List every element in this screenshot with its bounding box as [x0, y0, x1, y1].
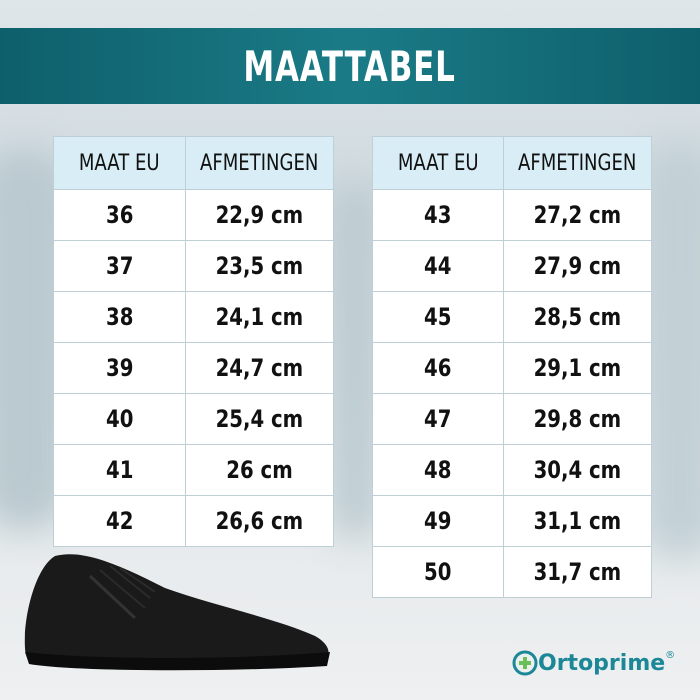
table-row: 36 22,9 cm: [53, 189, 335, 241]
size-eu: 41: [105, 456, 133, 484]
header-text: MAAT EU: [397, 150, 479, 176]
table-cell: 39: [53, 342, 186, 394]
table-cell: 38: [53, 291, 186, 343]
table-cell: 40: [53, 393, 186, 445]
size-eu: 44: [424, 252, 452, 280]
size-eu: 47: [424, 405, 452, 433]
table-cell: 36: [53, 189, 186, 241]
table-row: 40 25,4 cm: [53, 393, 335, 445]
measurement: 28,5 cm: [533, 303, 622, 331]
column-header: AFMETINGEN: [184, 136, 335, 190]
table-cell: 46: [371, 342, 505, 394]
table-cell: 45: [371, 291, 505, 343]
column-header: AFMETINGEN: [503, 136, 652, 190]
table-cell: 24,1 cm: [184, 291, 335, 343]
table-cell: 25,4 cm: [184, 393, 335, 445]
table-cell: 48: [371, 444, 505, 496]
table-cell: 31,7 cm: [503, 546, 652, 598]
size-eu: 42: [105, 507, 133, 535]
table-cell: 31,1 cm: [503, 495, 652, 547]
table-cell: 43: [371, 189, 505, 241]
measurement: 27,2 cm: [533, 201, 622, 229]
column-header: MAAT EU: [371, 136, 505, 190]
table-cell: 44: [371, 240, 505, 292]
size-eu: 45: [424, 303, 452, 331]
size-eu: 37: [105, 252, 133, 280]
table-cell: 37: [53, 240, 186, 292]
table-row: 42 26,6 cm: [53, 495, 335, 547]
table-row: 47 29,8 cm: [371, 393, 652, 445]
table-row: 38 24,1 cm: [53, 291, 335, 343]
table-cell: 42: [53, 495, 186, 547]
table-row: 48 30,4 cm: [371, 444, 652, 496]
table-row: 41 26 cm: [53, 444, 335, 496]
size-eu: 50: [424, 558, 452, 586]
measurement: 31,7 cm: [533, 558, 622, 586]
column-header: MAAT EU: [53, 136, 186, 190]
size-eu: 40: [105, 405, 133, 433]
table-cell: 24,7 cm: [184, 342, 335, 394]
title-banner: MAATTABEL: [0, 28, 700, 104]
measurement: 23,5 cm: [215, 252, 304, 280]
size-eu: 39: [105, 354, 133, 382]
table-row: 45 28,5 cm: [371, 291, 652, 343]
table-row: 43 27,2 cm: [371, 189, 652, 241]
table-cell: 47: [371, 393, 505, 445]
table-cell: 22,9 cm: [184, 189, 335, 241]
table-row: 50 31,7 cm: [371, 546, 652, 598]
logo: Ortoprime ®: [512, 650, 675, 676]
measurement: 26 cm: [226, 456, 293, 484]
table-cell: 26,6 cm: [184, 495, 335, 547]
table-cell: 27,9 cm: [503, 240, 652, 292]
header-row: MAAT EU AFMETINGEN: [371, 136, 652, 190]
measurement: 25,4 cm: [215, 405, 304, 433]
logo-registered: ®: [665, 650, 676, 661]
size-table: MAAT EU AFMETINGEN 43 27,2 cm 44 27,9 cm 45 28,…: [371, 136, 652, 598]
table-cell: 26 cm: [184, 444, 335, 496]
table-cell: 41: [53, 444, 186, 496]
measurement: 27,9 cm: [533, 252, 622, 280]
measurement: 24,1 cm: [215, 303, 304, 331]
logo-name: Ortoprime: [538, 650, 666, 676]
table-row: 44 27,9 cm: [371, 240, 652, 292]
header-row: MAAT EU AFMETINGEN: [53, 136, 335, 190]
size-table: MAAT EU AFMETINGEN 36 22,9 cm 37 23,5 cm 38 24,…: [53, 136, 335, 547]
table-row: 49 31,1 cm: [371, 495, 652, 547]
measurement: 29,8 cm: [533, 405, 622, 433]
measurement: 30,4 cm: [533, 456, 622, 484]
size-eu: 46: [424, 354, 452, 382]
measurement: 31,1 cm: [533, 507, 622, 535]
table-cell: 29,1 cm: [503, 342, 652, 394]
shoe-image: [24, 554, 330, 671]
size-eu: 43: [424, 201, 452, 229]
measurement: 29,1 cm: [533, 354, 622, 382]
size-eu: 36: [105, 201, 133, 229]
table-cell: 50: [371, 546, 505, 598]
title: MAATTABEL: [243, 41, 457, 91]
table-row: 46 29,1 cm: [371, 342, 652, 394]
table-cell: 27,2 cm: [503, 189, 652, 241]
size-eu: 38: [105, 303, 133, 331]
table-cell: 30,4 cm: [503, 444, 652, 496]
logo-icon: [512, 650, 538, 676]
measurement: 26,6 cm: [215, 507, 304, 535]
table-cell: 29,8 cm: [503, 393, 652, 445]
table-row: 39 24,7 cm: [53, 342, 335, 394]
header-text: AFMETINGEN: [518, 150, 637, 176]
table-cell: 28,5 cm: [503, 291, 652, 343]
table-cell: 49: [371, 495, 505, 547]
size-eu: 49: [424, 507, 452, 535]
size-eu: 48: [424, 456, 452, 484]
table-cell: 23,5 cm: [184, 240, 335, 292]
measurement: 22,9 cm: [215, 201, 304, 229]
header-text: AFMETINGEN: [200, 150, 319, 176]
header-text: MAAT EU: [78, 150, 160, 176]
measurement: 24,7 cm: [215, 354, 304, 382]
table-row: 37 23,5 cm: [53, 240, 335, 292]
